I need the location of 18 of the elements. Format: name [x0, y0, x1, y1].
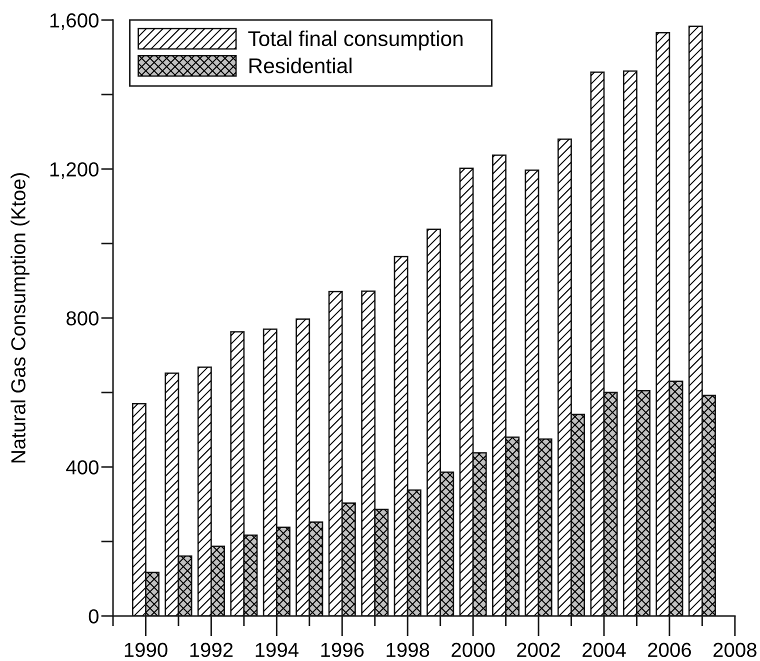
- x-tick-label: 1996: [321, 642, 364, 658]
- y-tick-label: 0: [88, 609, 98, 624]
- x-tick-label: 2000: [452, 642, 495, 658]
- x-tick-label: 2008: [714, 642, 756, 658]
- x-tick-label: 1998: [386, 642, 430, 658]
- x-tick-label: 2002: [517, 642, 560, 658]
- x-tick-label: 2006: [648, 642, 691, 658]
- x-tick-label: 1994: [256, 642, 298, 658]
- legend-label: Total final consumption: [248, 30, 463, 50]
- x-tick-label: 1990: [124, 642, 168, 658]
- y-tick-label: 1,200: [50, 162, 98, 179]
- legend-label: Residential: [249, 58, 352, 74]
- y-tick-label: 400: [66, 460, 98, 474]
- y-tick-label: 1,600: [50, 13, 98, 30]
- y-axis-title: Natural Gas Consumption (Ktoe): [10, 173, 30, 462]
- x-tick-label: 1992: [190, 642, 233, 658]
- y-tick-label: 800: [66, 311, 98, 326]
- x-tick-label: 2004: [582, 642, 626, 658]
